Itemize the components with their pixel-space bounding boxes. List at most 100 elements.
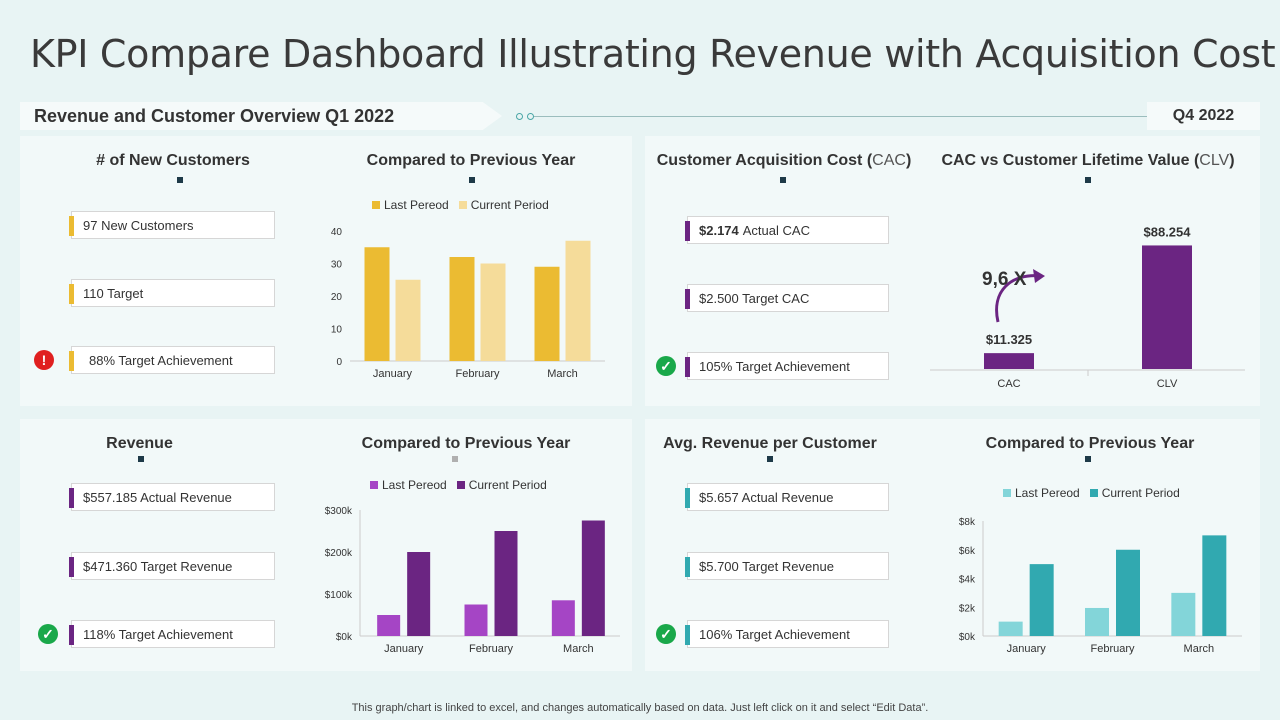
- y-tick-label: $8k: [959, 517, 976, 528]
- title-marker: [767, 456, 773, 462]
- clv-chart-title: CAC vs Customer Lifetime Value (CLV): [933, 152, 1243, 170]
- bar-january-current: [1029, 564, 1054, 636]
- legend-item: Last Pereod: [372, 198, 449, 212]
- divider: [534, 116, 1148, 117]
- legend-label: Current Period: [468, 478, 547, 492]
- legend-item: Current Period: [458, 198, 549, 212]
- bar-february-last: [1085, 607, 1109, 636]
- metric-text: $2.500 Target CAC: [699, 290, 810, 306]
- metric-cac-achievement: 105% Target Achievement: [685, 352, 889, 380]
- x-tick-label: March: [547, 368, 578, 380]
- bar-january-last: [377, 615, 401, 636]
- customers-panel: # of New Customers 97 New Customers 110 …: [20, 136, 632, 406]
- x-tick-label: CAC: [997, 378, 1020, 390]
- connector-dots: [516, 113, 534, 120]
- title-marker: [1085, 456, 1091, 462]
- new-customers-title: # of New Customers: [96, 152, 250, 169]
- metric-text: 88% Target Achievement: [89, 352, 233, 368]
- x-tick-label: CLV: [1157, 378, 1178, 390]
- y-tick-label: 30: [331, 260, 343, 271]
- metric-text: $5.700 Target Revenue: [699, 558, 834, 574]
- arpc-legend: Last Pereod Current Period: [1003, 486, 1180, 500]
- metric-target-cac: $2.500 Target CAC: [685, 284, 889, 312]
- x-tick-label: January: [384, 643, 424, 655]
- metric-arpc-target: $5.700 Target Revenue: [685, 552, 889, 580]
- arpc-panel: Avg. Revenue per Customer $5.657 Actual …: [645, 419, 1260, 671]
- arpc-bar-chart: $0k $2k $4k $6k $8k January February March: [959, 517, 1242, 655]
- metric-new-customers: 97 New Customers: [69, 211, 275, 239]
- growth-arrow-icon: [995, 274, 1042, 323]
- metric-arpc-actual: $5.657 Actual Revenue: [685, 483, 889, 511]
- x-tick-label: January: [1007, 643, 1047, 655]
- data-label: $88.254: [1144, 224, 1192, 239]
- title-marker: [452, 456, 458, 462]
- title-marker: [780, 177, 786, 183]
- footer-note: This graph/chart is linked to excel, and…: [351, 702, 929, 714]
- cac-title-text: Customer Acquisition Cost (: [656, 152, 873, 169]
- y-tick-label: 20: [331, 292, 343, 303]
- metric-text: $557.185 Actual Revenue: [83, 489, 232, 505]
- revenue-panel: Revenue $557.185 Actual Revenue $471.360…: [20, 419, 632, 671]
- check-icon: ✓: [656, 624, 676, 644]
- bar-february-current: [494, 531, 518, 636]
- legend-item: Current Period: [1089, 486, 1180, 500]
- metric-target-revenue: $471.360 Target Revenue: [69, 552, 275, 580]
- clv-bar-chart: 9,6 X $11.325 CAC $88.254 CLV: [930, 224, 1245, 390]
- bar-march-current: [1202, 535, 1227, 636]
- bar-march-current: [565, 240, 591, 361]
- customers-bar-chart: 0 10 20 30 40 January February March: [331, 227, 605, 380]
- legend-item: Last Pereod: [1003, 486, 1080, 500]
- y-tick-label: $200k: [325, 548, 353, 559]
- check-icon: ✓: [38, 624, 58, 644]
- metric-text: Actual CAC: [742, 222, 810, 238]
- title-marker: [469, 177, 475, 183]
- multiplier-label: 9,6 X: [982, 269, 1027, 290]
- legend-label: Current Period: [470, 198, 549, 212]
- metric-actual-cac: $2.174 Actual CAC: [685, 216, 889, 244]
- metric-text: 110 Target: [83, 285, 144, 301]
- x-tick-label: March: [1184, 643, 1215, 655]
- bar-february-last: [464, 604, 488, 636]
- arpc-chart-title: Compared to Previous Year: [985, 435, 1195, 452]
- revenue-chart-title: Compared to Previous Year: [361, 435, 571, 452]
- y-tick-label: $2k: [959, 603, 976, 614]
- legend-item: Current Period: [456, 478, 547, 492]
- x-tick-label: February: [469, 643, 514, 655]
- bar-march-last: [551, 600, 575, 636]
- legend-item: Last Pereod: [370, 478, 447, 492]
- growth-arrow-head: [1033, 269, 1045, 283]
- legend-label: Current Period: [1101, 486, 1180, 500]
- title-marker: [177, 177, 183, 183]
- bar-march-current: [581, 520, 605, 636]
- overview-header: Revenue and Customer Overview Q1 2022: [20, 102, 502, 130]
- exclamation-icon: !: [34, 350, 54, 370]
- revenue-legend: Last Pereod Current Period: [370, 478, 547, 492]
- revenue-title: Revenue: [106, 435, 173, 452]
- clv-title-text: CAC vs Customer Lifetime Value (: [941, 152, 1200, 169]
- metric-revenue-achievement: 118% Target Achievement: [69, 620, 275, 648]
- metric-text: 118% Target Achievement: [83, 626, 233, 642]
- x-tick-label: January: [373, 368, 413, 380]
- quarter-badge: Q4 2022: [1147, 102, 1260, 130]
- bar-january-last: [998, 621, 1023, 636]
- metric-text: 105% Target Achievement: [699, 358, 850, 374]
- y-tick-label: $300k: [325, 506, 353, 517]
- metric-value: $2.174: [699, 222, 739, 238]
- bar-january-last: [364, 247, 390, 361]
- bar-february-current: [1116, 549, 1140, 636]
- y-tick-label: $100k: [325, 590, 353, 601]
- legend-label: Last Pereod: [382, 478, 447, 492]
- cac-panel: Customer Acquisition Cost (CAC) $2.174 Ac…: [645, 136, 1260, 406]
- y-tick-label: $0k: [336, 632, 353, 643]
- bar-march-last: [1171, 592, 1196, 636]
- bar-january-current: [407, 552, 431, 636]
- metric-text: 97 New Customers: [83, 217, 194, 233]
- y-tick-label: $4k: [959, 575, 976, 586]
- x-tick-label: February: [1090, 643, 1135, 655]
- clv-title-end: ): [1229, 152, 1235, 169]
- cac-title-abbr: CAC: [872, 152, 906, 169]
- metric-achievement: 88% Target Achievement: [69, 346, 275, 374]
- bar-february-last: [449, 257, 475, 361]
- customers-legend: Last Pereod Current Period: [372, 198, 549, 212]
- cac-title: Customer Acquisition Cost (CAC): [645, 152, 923, 170]
